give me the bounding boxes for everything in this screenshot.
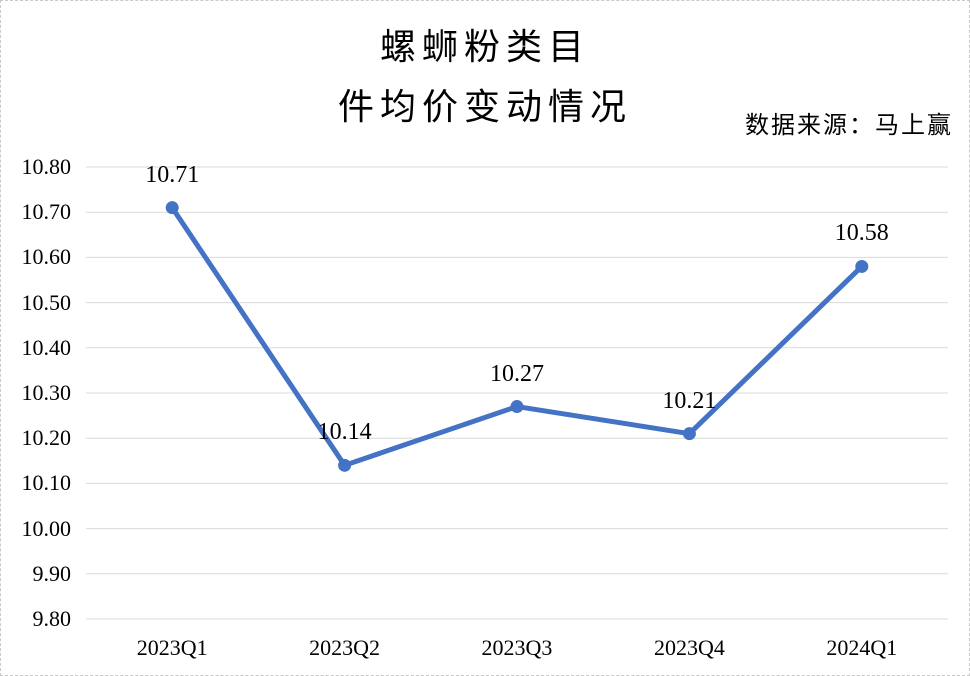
chart-title: 螺蛳粉类目 件均价变动情况 — [1, 17, 969, 137]
x-axis-tick-label: 2023Q4 — [653, 635, 725, 660]
data-label: 10.14 — [317, 419, 372, 446]
y-axis-tick-label: 10.20 — [21, 425, 72, 451]
chart-title-line1: 螺蛳粉类目 — [379, 27, 590, 67]
x-axis-tick-label: 2023Q3 — [481, 635, 553, 660]
y-axis-tick-label: 10.50 — [21, 289, 72, 315]
y-axis-tick-label: 10.10 — [21, 470, 72, 496]
data-label: 10.21 — [662, 387, 717, 414]
x-axis-tick-label: 2024Q1 — [826, 635, 898, 660]
chart-title-line2: 件均价变动情况 — [337, 87, 632, 127]
data-label: 10.71 — [145, 161, 200, 188]
y-axis-tick-label: 10.70 — [21, 199, 72, 225]
data-point-marker — [510, 400, 524, 414]
data-label: 10.58 — [834, 220, 889, 247]
line-series — [169, 205, 865, 468]
x-axis-tick-label: 2023Q2 — [309, 635, 381, 660]
y-axis-tick-label: 10.30 — [21, 380, 72, 405]
source-note: 数据来源：马上赢 — [745, 113, 953, 139]
data-label: 10.27 — [490, 360, 544, 387]
y-axis-tick-label: 10.60 — [21, 244, 72, 270]
y-axis-tick-label: 10.40 — [21, 334, 72, 360]
x-axis-tick-label: 2023Q1 — [136, 635, 208, 660]
data-point-marker — [855, 259, 869, 273]
y-axis-tick-label: 10.00 — [21, 515, 72, 541]
y-axis-tick-label: 9.90 — [32, 560, 72, 586]
data-point-marker — [165, 201, 179, 215]
data-point-marker — [682, 427, 696, 441]
y-axis-tick-label: 9.80 — [32, 606, 72, 631]
data-point-marker — [338, 458, 352, 472]
y-axis-tick-label: 10.80 — [21, 154, 72, 179]
